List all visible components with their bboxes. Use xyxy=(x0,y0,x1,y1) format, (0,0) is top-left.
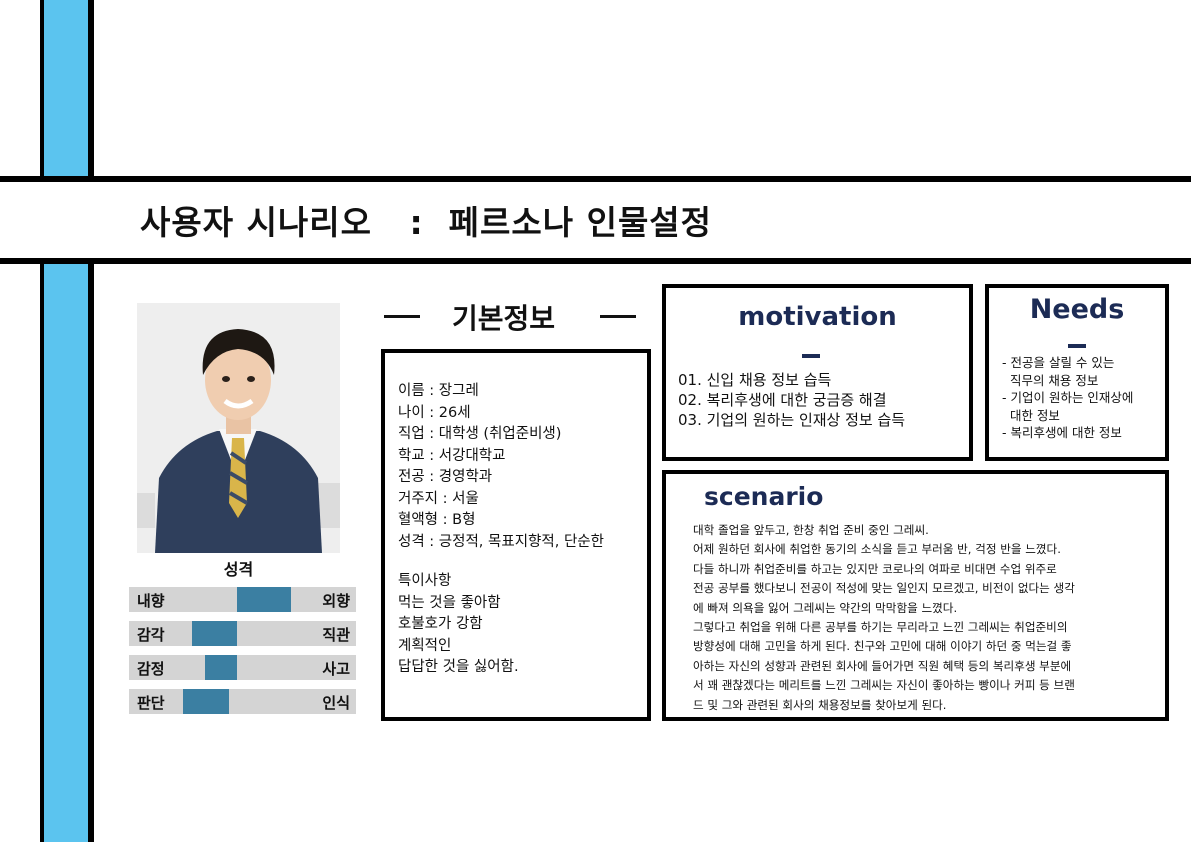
trait-row-judging-perceiving: 판단 인식 xyxy=(129,689,356,714)
trait-row-feeling-thinking: 감정 사고 xyxy=(129,655,356,680)
trait-right-label: 직관 xyxy=(322,626,350,644)
needs-list: - 전공을 살릴 수 있는 직무의 채용 정보 - 기업이 원하는 인재상에 대… xyxy=(1002,354,1133,442)
traits-title: 성격 xyxy=(223,560,254,579)
trait-bar-fill xyxy=(183,689,229,714)
motivation-list: 01. 신입 채용 정보 습득 02. 복리후생에 대한 궁금증 해결 03. … xyxy=(678,370,905,430)
scenario-title: scenario xyxy=(704,482,824,511)
trait-bar-fill xyxy=(237,587,291,612)
basic-info-heading: 기본정보 xyxy=(380,297,640,335)
scenario-line: 에 빠져 의욕을 잃어 그레씨는 약간의 막막함을 느꼈다. xyxy=(693,600,958,615)
scenario-text: 대학 졸업을 앞두고, 한창 취업 준비 중인 그레씨. 어제 원하던 회사에 … xyxy=(693,521,1075,715)
basic-info-box: 이름 : 장그레 나이 : 26세 직업 : 대학생 (취업준비생) 학교 : … xyxy=(381,349,651,721)
info-line: 성격 : 긍정적, 목표지향적, 단순한 xyxy=(398,533,604,550)
needs-box: Needs - 전공을 살릴 수 있는 직무의 채용 정보 - 기업이 원하는 … xyxy=(985,284,1169,461)
title-top-rule xyxy=(0,176,1191,182)
trait-bar-fill xyxy=(205,655,237,680)
title-bottom-rule xyxy=(0,258,1191,264)
special-line: 호불호가 강함 xyxy=(398,616,483,632)
scenario-line: 서 꽤 괜찮겠다는 메리트를 느낀 그레씨는 자신이 좋아하는 빵이나 커피 등… xyxy=(693,678,1075,693)
scenario-line: 그렇다고 취업을 위해 다른 공부를 하기는 무리라고 느낀 그레씨는 취업준비… xyxy=(693,620,1068,635)
info-line: 직업 : 대학생 (취업준비생) xyxy=(398,426,562,442)
special-line: 계획적인 xyxy=(398,637,452,654)
info-line: 나이 : 26세 xyxy=(398,404,471,421)
trait-right-label: 외향 xyxy=(322,592,350,610)
trait-left-label: 내향 xyxy=(137,592,165,610)
special-line: 먹는 것을 좋아함 xyxy=(398,594,501,611)
basic-info-title: 기본정보 xyxy=(452,302,556,335)
needs-heading-dash xyxy=(1068,344,1086,348)
needs-item: 직무의 채용 정보 xyxy=(1002,372,1099,388)
needs-item: - 복리후생에 대한 정보 xyxy=(1002,425,1122,440)
left-blue-stripe-top xyxy=(44,0,88,176)
persona-photo xyxy=(137,303,340,553)
trait-row-sensing-intuition: 감각 직관 xyxy=(129,621,356,646)
left-border-line xyxy=(40,0,44,842)
info-line: 이름 : 장그레 xyxy=(398,383,479,399)
heading-dash-right xyxy=(600,315,636,318)
scenario-box: scenario 대학 졸업을 앞두고, 한창 취업 준비 중인 그레씨. 어제… xyxy=(662,470,1169,721)
scenario-line: 대학 졸업을 앞두고, 한창 취업 준비 중인 그레씨. xyxy=(693,523,929,537)
scenario-line: 아하는 자신의 성향과 관련된 회사에 들어가면 직원 혜택 등의 복리후생 부… xyxy=(693,658,1072,673)
needs-item: - 전공을 살릴 수 있는 xyxy=(1002,355,1115,370)
persona-avatar-icon xyxy=(137,303,340,553)
info-line: 학교 : 서강대학교 xyxy=(398,447,506,464)
info-line: 혈액형 : B형 xyxy=(398,512,476,528)
motivation-item: 03. 기업의 원하는 인재상 정보 습득 xyxy=(678,411,906,429)
trait-row-introvert-extrovert: 내향 외향 xyxy=(129,587,356,612)
motivation-heading-dash xyxy=(802,354,820,358)
stripe-divider-line xyxy=(88,0,94,842)
special-line: 답답한 것을 싫어함. xyxy=(398,659,519,675)
info-line: 전공 : 경영학과 xyxy=(398,469,493,485)
needs-title: Needs xyxy=(1029,294,1125,325)
trait-left-label: 감정 xyxy=(137,660,165,678)
needs-item: 대한 정보 xyxy=(1002,407,1060,423)
trait-bar-fill xyxy=(192,621,237,646)
basic-info-lines: 이름 : 장그레 나이 : 26세 직업 : 대학생 (취업준비생) 학교 : … xyxy=(398,381,604,679)
trait-left-label: 판단 xyxy=(137,694,165,712)
needs-item: - 기업이 원하는 인재상에 xyxy=(1002,390,1134,405)
scenario-line: 방향성에 대해 고민을 하게 된다. 친구와 고민에 대해 이야기 하던 중 먹… xyxy=(693,639,1072,654)
left-blue-stripe-bottom xyxy=(44,263,88,842)
scenario-line: 다들 하니까 취업준비를 하고는 있지만 코로나의 여파로 비대면 수업 위주로 xyxy=(693,561,1057,576)
title-band xyxy=(0,182,1191,258)
motivation-title: motivation xyxy=(738,302,897,332)
motivation-item: 01. 신입 채용 정보 습득 xyxy=(678,371,832,389)
scenario-line: 드 및 그와 관련된 회사의 채용정보를 찾아보게 된다. xyxy=(693,697,947,712)
heading-dash-left xyxy=(384,315,420,318)
trait-right-label: 인식 xyxy=(322,694,350,712)
trait-left-label: 감각 xyxy=(137,626,165,644)
page-title: 사용자 시나리오 : 페르소나 인물설정 xyxy=(140,203,713,242)
motivation-item: 02. 복리후생에 대한 궁금증 해결 xyxy=(678,391,887,409)
info-line: 거주지 : 서울 xyxy=(398,490,479,507)
scenario-line: 어제 원하던 회사에 취업한 동기의 소식을 듣고 부러움 반, 걱정 반을 느… xyxy=(693,542,1061,557)
trait-right-label: 사고 xyxy=(322,660,350,678)
special-title: 특이사항 xyxy=(398,573,452,589)
scenario-line: 전공 공부를 했다보니 전공이 적성에 맞는 일인지 모르겠고, 비전이 없다는… xyxy=(693,581,1075,596)
motivation-box: motivation 01. 신입 채용 정보 습득 02. 복리후생에 대한 … xyxy=(662,284,973,461)
